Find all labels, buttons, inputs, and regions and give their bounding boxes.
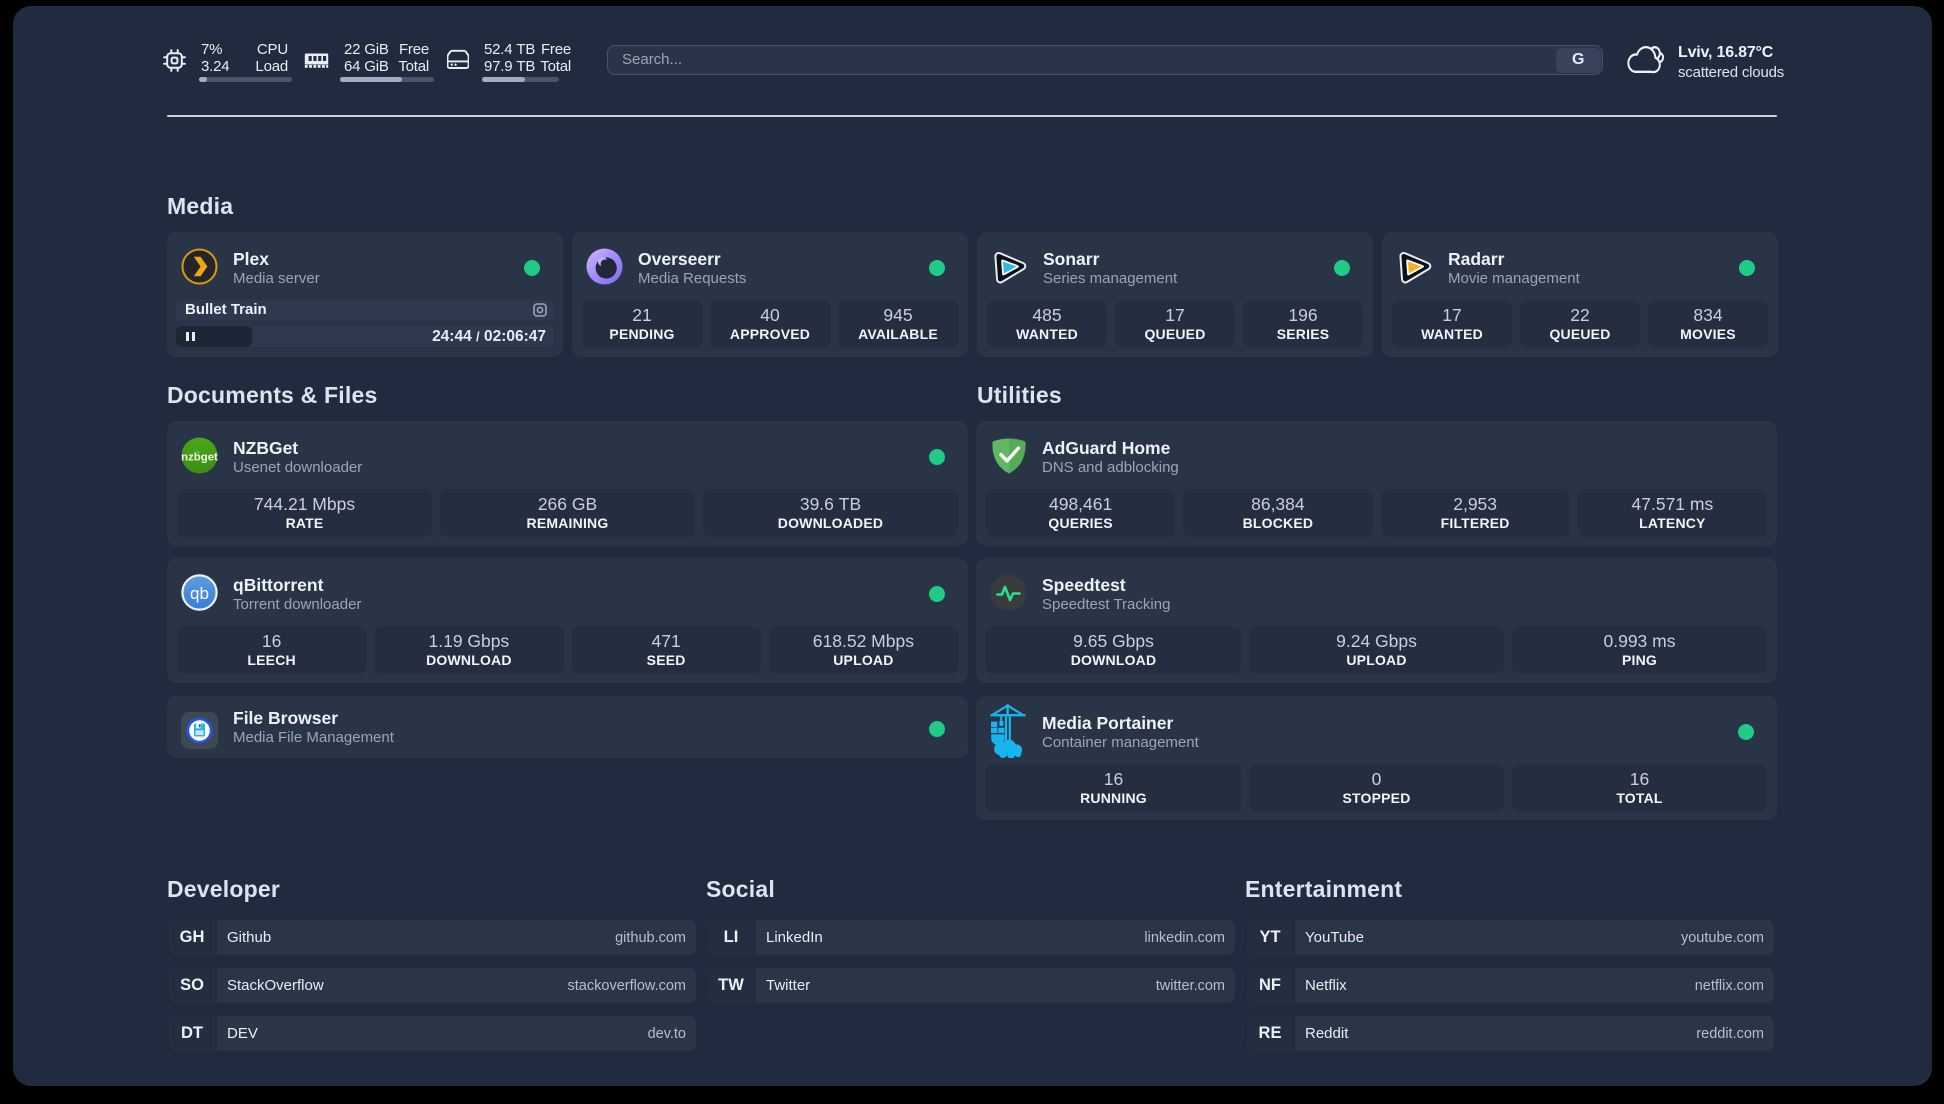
svg-text:nzbget: nzbget <box>181 452 218 464</box>
svg-text:qb: qb <box>190 584 209 603</box>
